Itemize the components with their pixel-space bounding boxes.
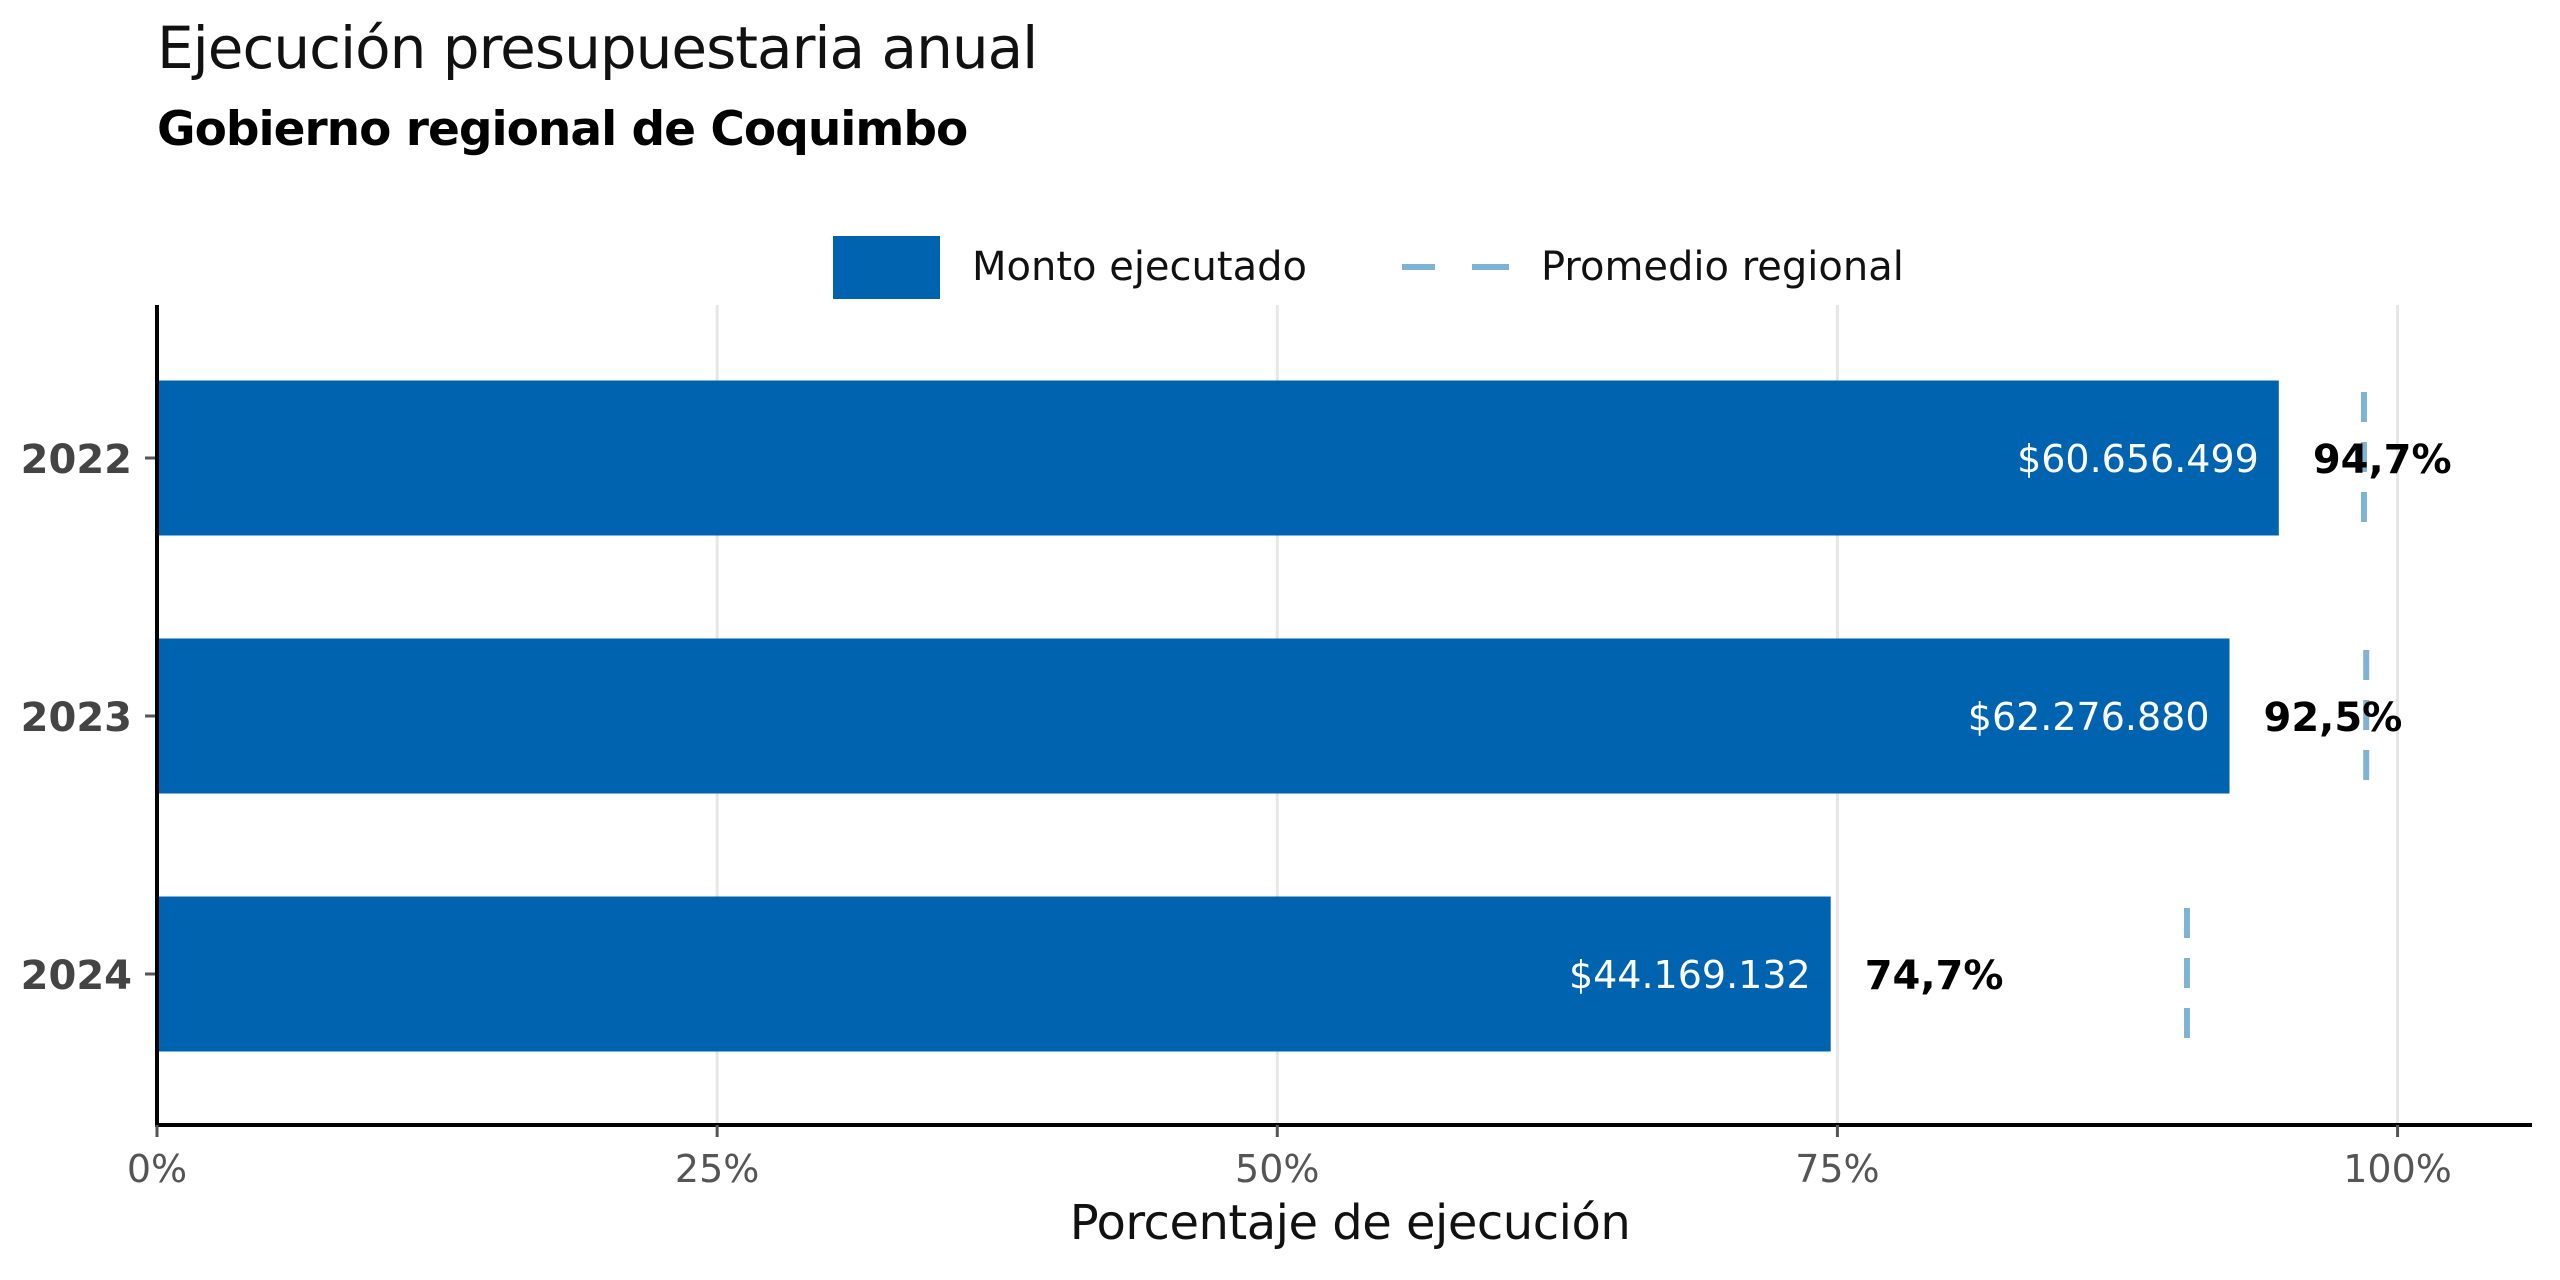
bar-value-label-2022: 94,7% (2313, 437, 2452, 483)
legend-label-monto: Monto ejecutado (972, 244, 1307, 290)
x-tick-label-3: 75% (1795, 1147, 1879, 1191)
y-tick-label-2023: 2023 (21, 695, 132, 741)
legend-item-promedio: Promedio regional (1402, 232, 1904, 302)
bar-amount-label-2022: $60.656.499 (2017, 437, 2259, 481)
legend-item-monto: Monto ejecutado (833, 232, 1307, 302)
x-tick-label-2: 50% (1235, 1147, 1319, 1191)
legend: Monto ejecutado Promedio regional (0, 232, 2560, 302)
x-tick-label-1: 25% (675, 1147, 759, 1191)
legend-label-promedio: Promedio regional (1541, 244, 1904, 290)
bar-amount-label-2024: $44.169.132 (1569, 953, 1811, 997)
bar-2023 (157, 638, 2230, 794)
y-tick-label-2022: 2022 (21, 437, 132, 483)
bar-value-label-2023: 92,5% (2264, 695, 2403, 741)
x-tick-label-4: 100% (2343, 1147, 2452, 1191)
bar-2024 (157, 896, 1831, 1052)
legend-swatch-dash (1402, 264, 1509, 270)
chart-title: Ejecución presupuestaria anual (157, 14, 1038, 82)
legend-swatch-bar (833, 235, 940, 299)
x-tick-label-0: 0% (127, 1147, 187, 1191)
bar-value-label-2024: 74,7% (1865, 953, 2004, 999)
x-axis-title: Porcentaje de ejecución (1069, 1195, 1631, 1251)
bar-2022 (157, 380, 2279, 536)
bar-amount-label-2023: $62.276.880 (1968, 695, 2210, 739)
y-tick-label-2024: 2024 (21, 953, 132, 999)
chart-subtitle: Gobierno regional de Coquimbo (157, 102, 968, 157)
